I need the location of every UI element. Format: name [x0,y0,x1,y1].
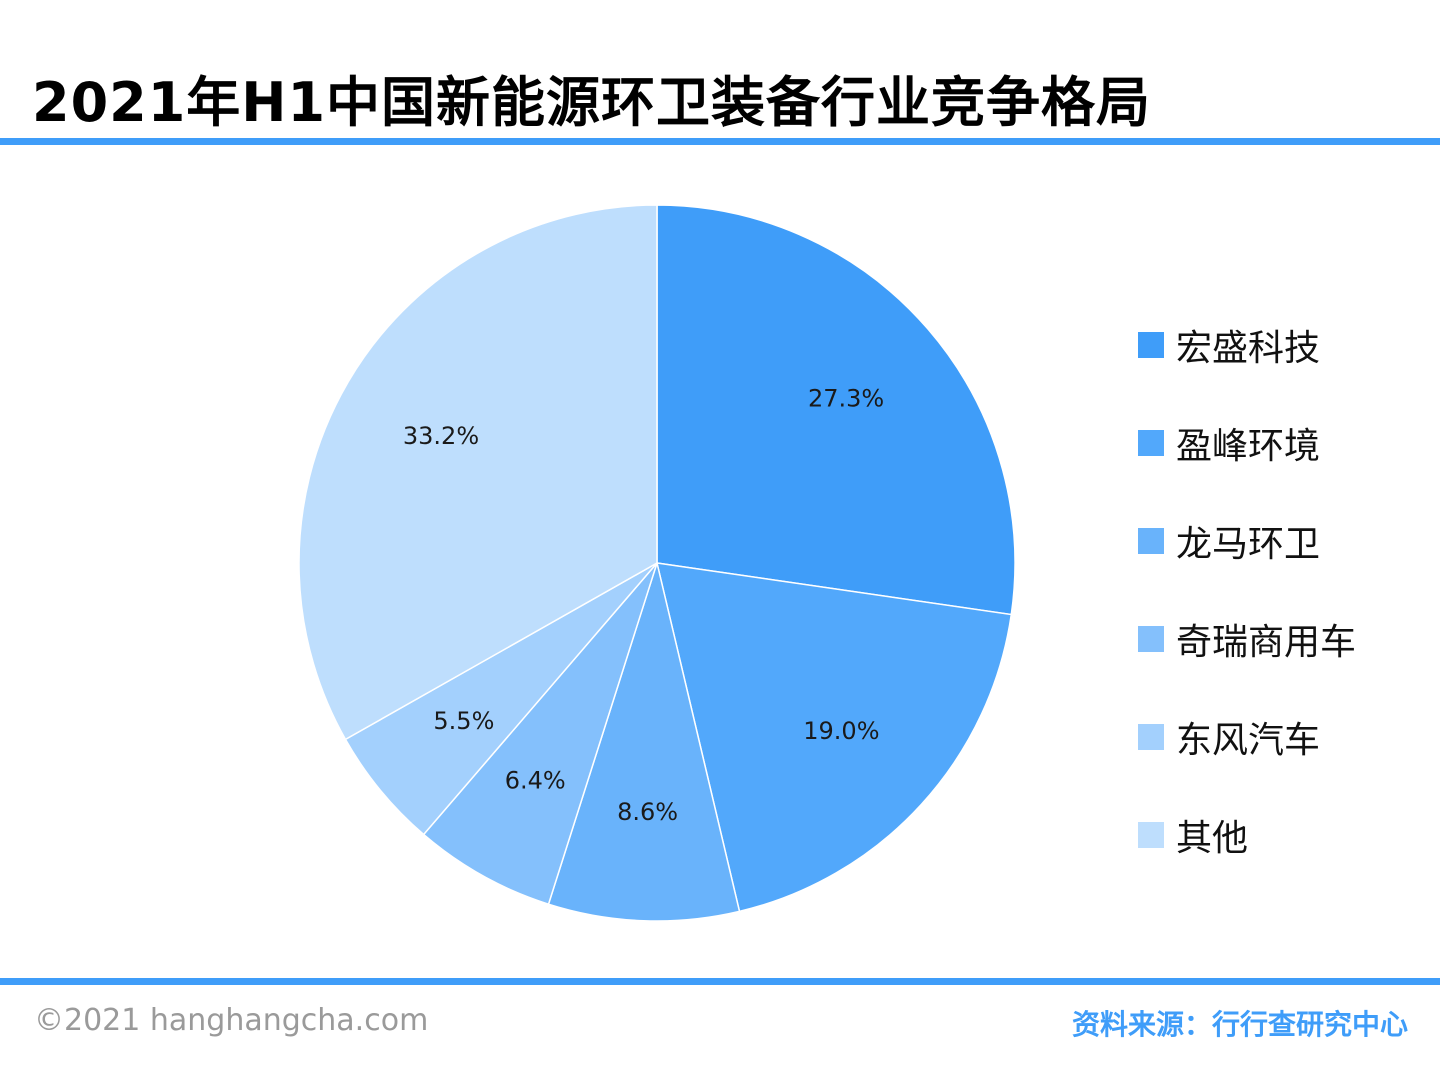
legend-swatch-5 [1138,822,1164,848]
legend-item-2: 龙马环卫 [1138,492,1356,590]
pie-slice-5 [298,204,658,741]
legend-item-1: 盈峰环境 [1138,394,1356,492]
legend-label-3: 奇瑞商用车 [1176,622,1357,663]
footer-divider [0,978,1440,985]
pie-slice-label-4: 5.5% [433,707,494,735]
pie-slice-2 [547,560,741,922]
header-divider [0,138,1440,145]
pie-slice-label-0: 27.3% [808,384,884,412]
pie-slice-label-5: 33.2% [403,422,479,450]
legend-label-5: 其他 [1176,818,1249,859]
pie-chart: 27.3% 19.0% 8.6% 6.4% 5.5% 33.2% [298,204,1016,922]
legend-swatch-1 [1138,430,1164,456]
legend-item-0: 宏盛科技 [1138,296,1356,394]
pie-slice-label-3: 6.4% [505,766,566,794]
pie-slices [298,204,1016,922]
legend-label-4: 东风汽车 [1176,720,1321,761]
legend-label-2: 龙马环卫 [1176,524,1321,565]
chart-title: 2021年H1中国新能源环卫装备行业竞争格局 [32,71,1152,134]
legend-swatch-2 [1138,528,1164,554]
pie-slice-0 [656,204,1016,616]
pie-slice-3 [422,562,658,906]
legend-swatch-4 [1138,724,1164,750]
chart-legend: 宏盛科技盈峰环境龙马环卫奇瑞商用车东风汽车其他 [1138,296,1356,884]
pie-slice-labels: 27.3% 19.0% 8.6% 6.4% 5.5% 33.2% [403,384,884,825]
legend-item-4: 东风汽车 [1138,688,1356,786]
legend-swatch-3 [1138,626,1164,652]
pie-slice-label-1: 19.0% [803,717,879,745]
legend-label-0: 宏盛科技 [1176,328,1321,369]
source-text: 资料来源：行行查研究中心 [1071,1008,1408,1041]
pie-slice-1 [656,562,1013,913]
pie-slice-label-2: 8.6% [617,798,678,826]
legend-swatch-0 [1138,332,1164,358]
legend-item-5: 其他 [1138,786,1356,884]
copyright-text: ©2021 hanghangcha.com [34,1003,429,1038]
legend-item-3: 奇瑞商用车 [1138,590,1356,688]
legend-label-1: 盈峰环境 [1176,426,1321,467]
